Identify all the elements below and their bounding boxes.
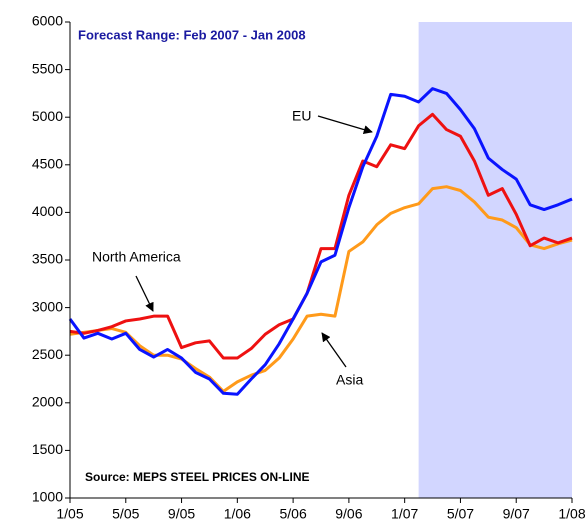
y-tick-label: 3500: [32, 251, 63, 267]
y-tick-label: 2500: [32, 346, 63, 362]
series-label: EU: [292, 108, 311, 124]
series-label: Asia: [336, 372, 363, 388]
series-line: [69, 185, 573, 393]
series-line: [68, 87, 573, 396]
y-tick-label: 2000: [32, 394, 63, 410]
y-tick-label: 3000: [32, 298, 63, 314]
x-tick-label: 9/06: [335, 506, 362, 522]
forecast-shade: [418, 22, 572, 498]
x-tick-label: 5/06: [279, 506, 306, 522]
x-tick-label: 1/06: [224, 506, 251, 522]
y-tick-label: 1500: [32, 441, 63, 457]
y-tick-label: 6000: [32, 13, 63, 29]
y-tick-label: 5000: [32, 108, 63, 124]
arrow: [317, 115, 373, 135]
y-tick-label: 4500: [32, 156, 63, 172]
y-tick-label: 5500: [32, 60, 63, 76]
chart-title: Forecast Range: Feb 2007 - Jan 2008: [78, 27, 306, 42]
x-tick-label: 1/07: [391, 506, 418, 522]
x-tick-label: 1/05: [56, 506, 83, 522]
y-tick-label: 4000: [32, 203, 63, 219]
x-tick-label: 9/07: [503, 506, 530, 522]
series-label: North America: [92, 249, 181, 265]
x-tick-label: 5/07: [447, 506, 474, 522]
source-note: Source: MEPS STEEL PRICES ON-LINE: [85, 470, 309, 484]
y-tick-label: 1000: [32, 489, 63, 505]
x-tick-label: 9/05: [168, 506, 195, 522]
x-tick-label: 5/05: [112, 506, 139, 522]
arrow: [321, 332, 347, 368]
arrow: [135, 275, 154, 312]
x-tick-label: 1/08: [558, 506, 585, 522]
series-line: [69, 112, 573, 360]
